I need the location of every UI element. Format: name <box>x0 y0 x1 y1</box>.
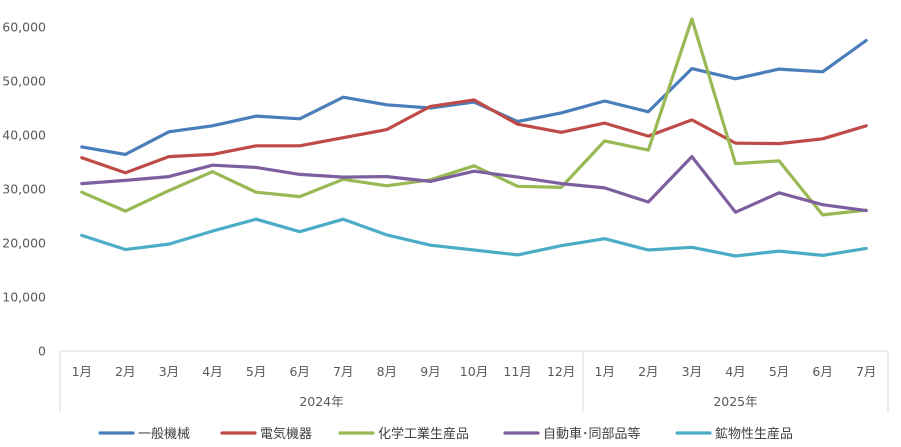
series-line-3 <box>80 17 868 217</box>
x-tick-label: 4月 <box>725 364 745 379</box>
x-tick-label: 1月 <box>72 364 92 379</box>
series-line-5 <box>80 217 868 258</box>
x-tick-label: 10月 <box>460 364 488 379</box>
x-tick-label: 5月 <box>246 364 266 379</box>
x-tick-label: 7月 <box>856 364 876 379</box>
y-axis: 0 10,000 20,000 30,000 40,000 50,000 60,000 <box>2 20 46 359</box>
series-line-4 <box>80 155 868 214</box>
x-tick-label: 11月 <box>503 364 531 379</box>
y-tick-label: 0 <box>38 344 46 359</box>
y-tick-label: 50,000 <box>2 74 46 89</box>
series-line-2 <box>80 98 868 175</box>
x-tick-label: 9月 <box>420 364 440 379</box>
x-tick-label: 5月 <box>769 364 789 379</box>
legend-label: 一般機械 <box>138 426 190 442</box>
y-tick-label: 40,000 <box>2 128 46 143</box>
y-tick-label: 10,000 <box>2 290 46 305</box>
series-line-1 <box>80 38 868 156</box>
x-tick-label: 4月 <box>202 364 222 379</box>
x-tick-label: 12月 <box>547 364 575 379</box>
x-group-label: 2025年 <box>713 394 757 409</box>
x-axis: 1月 2月 3月 4月 5月 6月 7月 8月 9月 10月 11月 12月 1月 2月 3月 4月 5月 6月 7… <box>59 350 889 412</box>
legend-label: 電気機器 <box>260 426 312 442</box>
legend-label: 化学工業生産品 <box>378 426 469 442</box>
x-tick-label: 3月 <box>159 364 179 379</box>
x-tick-label: 6月 <box>812 364 832 379</box>
x-tick-label: 2月 <box>638 364 658 379</box>
x-tick-label: 6月 <box>289 364 309 379</box>
x-group-label: 2024年 <box>299 394 343 409</box>
y-tick-label: 20,000 <box>2 236 46 251</box>
legend-label: 鉱物性生産品 <box>715 426 793 442</box>
plot-area <box>80 17 868 258</box>
x-tick-label: 2月 <box>115 364 135 379</box>
x-tick-label: 8月 <box>377 364 397 379</box>
x-tick-label: 7月 <box>333 364 353 379</box>
y-tick-label: 60,000 <box>2 20 46 35</box>
y-tick-label: 30,000 <box>2 182 46 197</box>
legend-label: 自動車･同部品等 <box>543 426 641 442</box>
legend: 一般機械 電気機器 化学工業生産品 自動車･同部品等 鉱物性生産品 <box>98 426 793 442</box>
x-tick-label: 1月 <box>595 364 615 379</box>
x-tick-label: 3月 <box>682 364 702 379</box>
